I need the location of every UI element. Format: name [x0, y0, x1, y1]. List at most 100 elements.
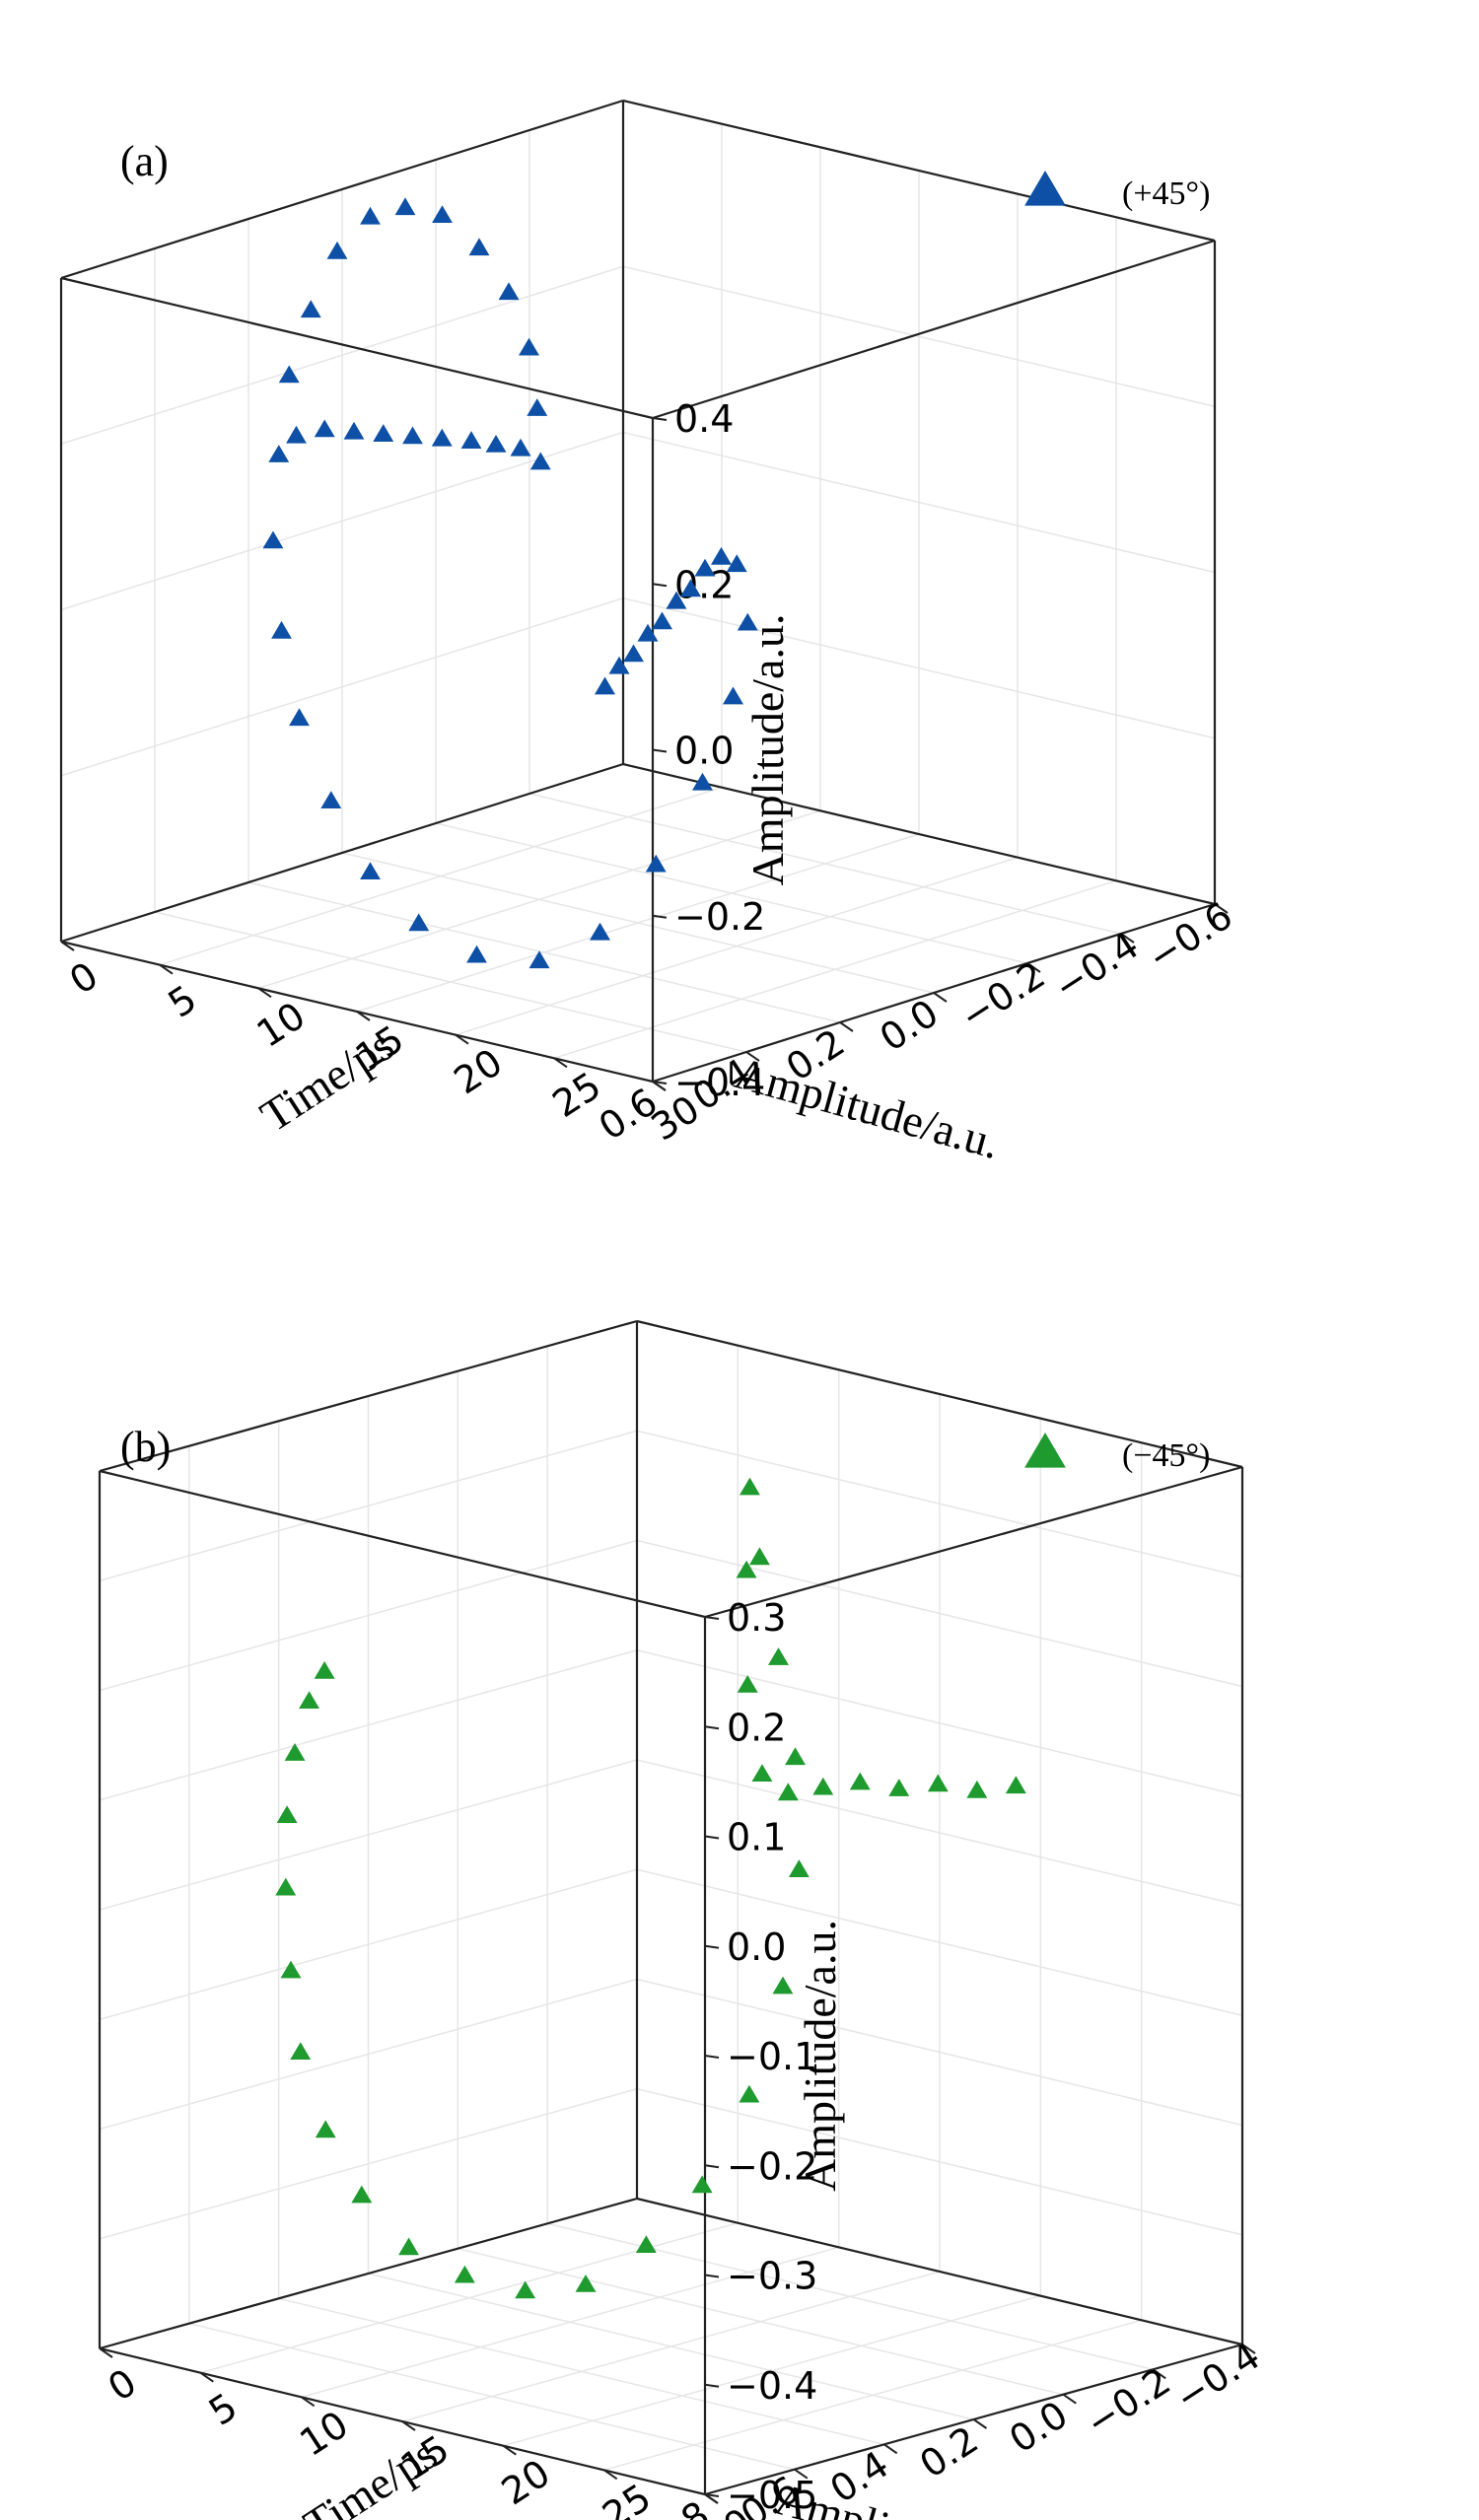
gridlines	[99, 1320, 1243, 2495]
data-point	[737, 612, 758, 631]
data-point	[299, 1691, 319, 1709]
data-point	[360, 862, 381, 879]
z-axis: 0.3 0.2 0.1 0.0 −0.1 −0.2 −0.3 −0.4 −0.5 Amplitud…	[704, 1596, 845, 2517]
data-point	[519, 337, 539, 356]
data-point	[315, 2120, 336, 2138]
data-point	[466, 945, 487, 963]
data-point	[637, 623, 659, 642]
z-tick-label: 0.0	[727, 1925, 786, 1969]
axis-box	[98, 1319, 1244, 2496]
data-point	[751, 1764, 773, 1782]
x-tick-label: 0.0	[1002, 2393, 1076, 2462]
data-point	[888, 1779, 910, 1796]
data-point	[360, 206, 381, 225]
t-tick-label: 10	[292, 2403, 356, 2465]
t-tick-label: 0	[62, 953, 106, 1003]
z-tick-label: 0.1	[727, 1816, 786, 1859]
x-tick-label: −0.4	[1046, 924, 1146, 1010]
data-point	[289, 708, 310, 727]
data-point	[515, 2280, 536, 2299]
data-point	[694, 558, 716, 577]
t-tick-label: 5	[161, 977, 204, 1026]
z-tick-label: −0.1	[727, 2035, 817, 2078]
legend-marker-icon	[1024, 1433, 1066, 1468]
data-point	[966, 1780, 988, 1798]
data-point	[590, 922, 610, 941]
series-markers	[262, 197, 758, 969]
data-point	[468, 238, 490, 256]
legend-label: (+45°)	[1122, 175, 1210, 212]
data-point	[527, 398, 548, 416]
data-point	[652, 611, 672, 630]
data-point	[460, 431, 482, 449]
data-point	[278, 365, 300, 384]
panel-label: (a)	[120, 137, 169, 185]
x-tick-label: −0.2	[952, 953, 1052, 1039]
data-point	[373, 424, 394, 442]
data-point	[271, 620, 292, 639]
data-point	[326, 241, 348, 259]
data-point	[431, 428, 453, 447]
x-tick-label: 0.0	[873, 991, 947, 1060]
z-tick-label: −0.3	[727, 2255, 817, 2298]
data-point	[275, 1877, 297, 1896]
data-point	[635, 2235, 657, 2253]
data-point	[510, 438, 531, 456]
data-point	[737, 1675, 758, 1693]
x-tick-label: −0.2	[1078, 2359, 1177, 2445]
axis-box	[59, 99, 1217, 1084]
t-tick-label: 25	[595, 2476, 659, 2520]
data-point	[739, 2084, 760, 2103]
data-point	[454, 2265, 475, 2283]
t-tick-label: 5	[201, 2385, 245, 2434]
data-point	[402, 426, 423, 445]
data-point	[528, 950, 550, 969]
data-point	[788, 1859, 810, 1877]
data-point	[276, 1805, 298, 1823]
data-point	[300, 300, 321, 318]
z-tick-label: −0.2	[674, 895, 765, 939]
z-tick-label: 0.3	[727, 1596, 786, 1640]
data-point	[711, 546, 732, 565]
data-point	[785, 1747, 806, 1766]
data-point	[849, 1772, 871, 1790]
chart-panel-a: −0.6−0.4−0.20.00.20.40.6 Amplitude/a.u.0 5…	[59, 99, 1240, 1168]
gridlines	[60, 100, 1216, 1083]
data-point	[262, 530, 284, 549]
data-point	[485, 435, 507, 453]
x-tick-label: −0.6	[1140, 894, 1239, 980]
data-point	[608, 656, 630, 674]
data-point	[749, 1547, 770, 1566]
data-point	[680, 579, 701, 597]
data-point	[286, 425, 307, 444]
z-axis-title: Amplitude/a.u.	[742, 614, 793, 886]
t-tick-label: 20	[447, 1040, 511, 1102]
data-point	[736, 1560, 757, 1578]
data-point	[268, 445, 290, 462]
data-point	[723, 686, 743, 705]
data-point	[691, 2175, 713, 2194]
data-point	[927, 1774, 949, 1792]
t-tick-label: 10	[249, 994, 314, 1056]
z-tick-label: 0.0	[674, 730, 734, 773]
data-point	[777, 1783, 799, 1801]
z-tick-label: 0.4	[674, 397, 734, 441]
legend-label: (−45°)	[1122, 1437, 1210, 1474]
legend: (−45°)	[1024, 1433, 1210, 1474]
data-point	[772, 1976, 794, 1995]
x-tick-label: −0.4	[1167, 2335, 1267, 2420]
t-tick-label: 0	[101, 2360, 144, 2410]
data-point	[432, 205, 453, 223]
data-point	[290, 2042, 312, 2060]
data-point	[408, 913, 430, 932]
data-point	[394, 197, 416, 216]
data-point	[343, 421, 365, 440]
data-point	[726, 554, 747, 573]
data-point	[351, 2185, 373, 2204]
legend-marker-icon	[1024, 171, 1066, 206]
x-tick-label: 0.2	[912, 2417, 986, 2486]
data-point	[812, 1777, 834, 1795]
